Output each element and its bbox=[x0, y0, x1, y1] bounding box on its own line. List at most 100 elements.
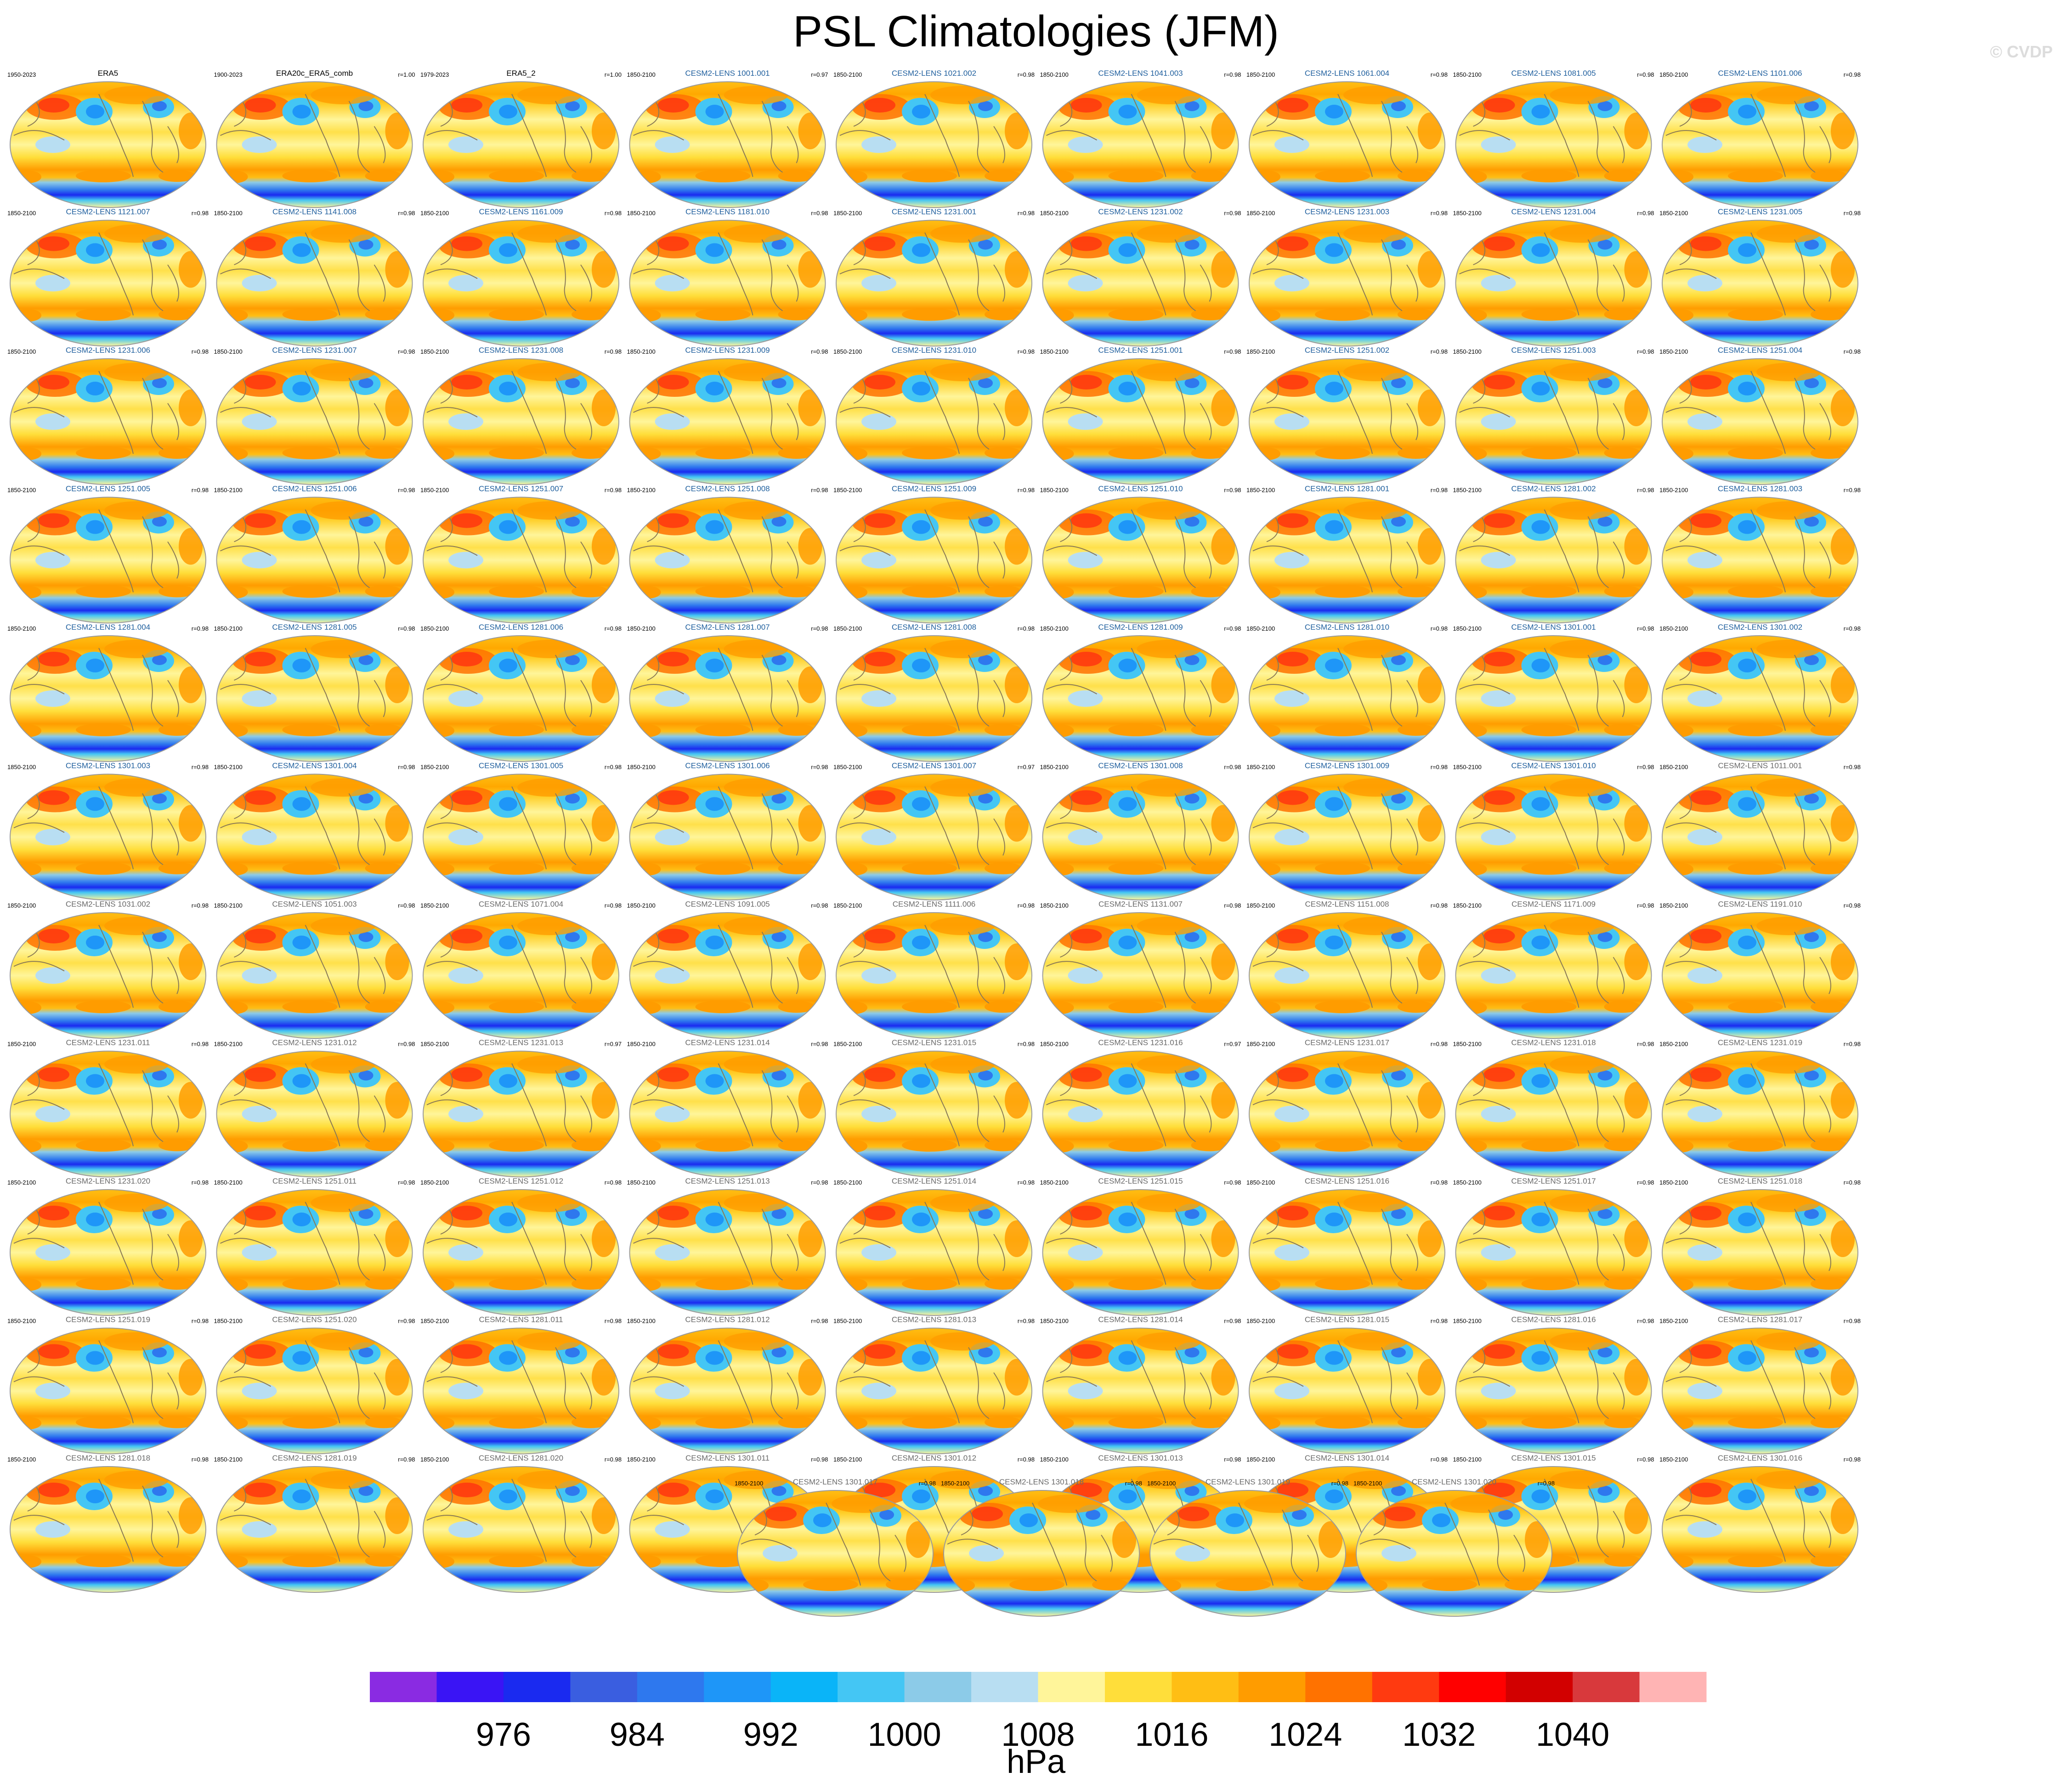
panel-correlation: r=0.98 bbox=[811, 1179, 828, 1186]
map-panel: 1850-2100 CESM2-LENS 1231.016 r=0.97 bbox=[1040, 1038, 1241, 1177]
panel-years: 1850-2100 bbox=[1659, 902, 1688, 909]
panel-years: 1979-2023 bbox=[420, 71, 449, 78]
panel-title: CESM2-LENS 1231.008 bbox=[479, 346, 563, 355]
panel-title: CESM2-LENS 1231.003 bbox=[1305, 208, 1389, 216]
panel-years: 1850-2100 bbox=[7, 902, 36, 909]
map-panel: 1850-2100 CESM2-LENS 1281.015 r=0.98 bbox=[1246, 1315, 1448, 1454]
panel-years: 1850-2100 bbox=[833, 1318, 862, 1325]
panel-years: 1850-2100 bbox=[735, 1480, 763, 1487]
panel-title: CESM2-LENS 1251.016 bbox=[1305, 1177, 1389, 1185]
map-panel: 1850-2100 CESM2-LENS 1301.003 r=0.98 bbox=[7, 762, 209, 900]
panel-years: 1850-2100 bbox=[214, 210, 243, 217]
panel-years: 1850-2100 bbox=[1246, 902, 1275, 909]
panel-correlation: r=0.98 bbox=[1224, 487, 1241, 494]
panel-correlation: r=0.98 bbox=[1637, 71, 1654, 78]
map-panel: 1850-2100 CESM2-LENS 1051.003 r=0.98 bbox=[214, 900, 415, 1038]
panel-years: 1850-2100 bbox=[1659, 71, 1688, 78]
map-panel: 1850-2100 CESM2-LENS 1281.001 r=0.98 bbox=[1246, 485, 1448, 623]
panel-years: 1850-2100 bbox=[7, 764, 36, 771]
colorbar-box bbox=[1104, 1672, 1172, 1702]
map-panel: 1850-2100 CESM2-LENS 1301.008 r=0.98 bbox=[1040, 762, 1241, 900]
panel-title: CESM2-LENS 1021.002 bbox=[892, 69, 976, 78]
colorbar-box bbox=[971, 1672, 1038, 1702]
panel-correlation: r=0.98 bbox=[1018, 71, 1035, 78]
panel-title: CESM2-LENS 1251.007 bbox=[479, 485, 563, 493]
map-panel: 1850-2100 CESM2-LENS 1231.004 r=0.98 bbox=[1453, 208, 1654, 346]
panel-title: CESM2-LENS 1231.004 bbox=[1511, 208, 1596, 216]
map-panel: 1850-2100 CESM2-LENS 1231.005 r=0.98 bbox=[1659, 208, 1861, 346]
colorbar-box bbox=[704, 1672, 771, 1702]
panel-correlation: r=0.98 bbox=[811, 625, 828, 632]
map-panel: 1850-2100 CESM2-LENS 1281.013 r=0.98 bbox=[833, 1315, 1035, 1454]
map-panel: 1850-2100 CESM2-LENS 1301.016 r=0.98 bbox=[1659, 1454, 1861, 1592]
panel-title: CESM2-LENS 1251.017 bbox=[1511, 1177, 1596, 1185]
map-panel: 1850-2100 CESM2-LENS 1251.017 r=0.98 bbox=[1453, 1177, 1654, 1315]
map-panel: 1850-2100 CESM2-LENS 1251.014 r=0.98 bbox=[833, 1177, 1035, 1315]
map-panel: 1850-2100 CESM2-LENS 1251.009 r=0.98 bbox=[833, 485, 1035, 623]
map-panel: 1850-2100 CESM2-LENS 1281.018 r=0.98 bbox=[7, 1454, 209, 1592]
panel-correlation: r=0.98 bbox=[1637, 487, 1654, 494]
map-panel: 1850-2100 CESM2-LENS 1031.002 r=0.98 bbox=[7, 900, 209, 1038]
panel-correlation: r=0.98 bbox=[1637, 764, 1654, 771]
map-panel: 1850-2100 CESM2-LENS 1281.016 r=0.98 bbox=[1453, 1315, 1654, 1454]
map-panel: 1850-2100 CESM2-LENS 1121.007 r=0.98 bbox=[7, 208, 209, 346]
map-panel: 1850-2100 CESM2-LENS 1281.006 r=0.98 bbox=[420, 623, 622, 762]
panel-correlation: r=0.98 bbox=[811, 1041, 828, 1048]
map-panel: 1850-2100 CESM2-LENS 1251.015 r=0.98 bbox=[1040, 1177, 1241, 1315]
map-panel: 1850-2100 CESM2-LENS 1301.020 r=0.98 bbox=[1353, 1478, 1555, 1616]
panel-title: CESM2-LENS 1301.014 bbox=[1305, 1454, 1389, 1462]
colorbar-box bbox=[838, 1672, 905, 1702]
panel-title: CESM2-LENS 1281.011 bbox=[479, 1315, 563, 1324]
panel-title: CESM2-LENS 1281.012 bbox=[685, 1315, 770, 1324]
panel-years: 1850-2100 bbox=[1040, 625, 1069, 632]
panel-years: 1850-2100 bbox=[214, 1456, 243, 1463]
panel-correlation: r=1.00 bbox=[398, 71, 415, 78]
panel-years: 1850-2100 bbox=[1246, 625, 1275, 632]
panel-correlation: r=0.98 bbox=[605, 902, 622, 909]
panel-correlation: r=0.98 bbox=[1844, 764, 1861, 771]
map-panel: 1979-2023 ERA5_2 r=1.00 bbox=[420, 69, 622, 208]
panel-correlation: r=0.98 bbox=[1431, 1041, 1448, 1048]
colorbar-box bbox=[1639, 1672, 1707, 1702]
panel-years: 1850-2100 bbox=[1040, 902, 1069, 909]
panel-years: 1850-2100 bbox=[627, 210, 656, 217]
panel-title: CESM2-LENS 1281.019 bbox=[272, 1454, 357, 1462]
panel-correlation: r=0.98 bbox=[1637, 902, 1654, 909]
map-panel: 1850-2100 CESM2-LENS 1101.006 r=0.98 bbox=[1659, 69, 1861, 208]
panel-correlation: r=0.98 bbox=[398, 1041, 415, 1048]
panel-correlation: r=0.98 bbox=[811, 487, 828, 494]
panel-years: 1950-2023 bbox=[7, 71, 36, 78]
map-panel: 1850-2100 CESM2-LENS 1281.017 r=0.98 bbox=[1659, 1315, 1861, 1454]
colorbar-tick-label: 1000 bbox=[868, 1716, 941, 1753]
panel-correlation: r=0.98 bbox=[192, 1041, 209, 1048]
panel-correlation: r=0.98 bbox=[605, 348, 622, 355]
colorbar-box bbox=[436, 1672, 504, 1702]
panel-title: CESM2-LENS 1301.002 bbox=[1718, 623, 1802, 632]
panel-correlation: r=0.98 bbox=[192, 487, 209, 494]
panel-title: CESM2-LENS 1231.009 bbox=[685, 346, 770, 355]
panel-correlation: r=0.98 bbox=[1431, 210, 1448, 217]
panel-correlation: r=0.98 bbox=[192, 764, 209, 771]
panel-title: CESM2-LENS 1281.008 bbox=[892, 623, 976, 632]
map-panel: 1850-2100 CESM2-LENS 1011.001 r=0.98 bbox=[1659, 762, 1861, 900]
map-panel: 1850-2100 CESM2-LENS 1251.013 r=0.98 bbox=[627, 1177, 828, 1315]
map-panel: 1850-2100 CESM2-LENS 1281.014 r=0.98 bbox=[1040, 1315, 1241, 1454]
map-panel: 1850-2100 CESM2-LENS 1021.002 r=0.98 bbox=[833, 69, 1035, 208]
map-panel: 1850-2100 CESM2-LENS 1171.009 r=0.98 bbox=[1453, 900, 1654, 1038]
panel-years: 1850-2100 bbox=[1353, 1480, 1382, 1487]
panel-title: CESM2-LENS 1301.005 bbox=[479, 762, 563, 770]
panel-correlation: r=0.98 bbox=[1018, 1041, 1035, 1048]
map-panel: 1850-2100 CESM2-LENS 1251.020 r=0.98 bbox=[214, 1315, 415, 1454]
panel-title: CESM2-LENS 1251.003 bbox=[1511, 346, 1596, 355]
panel-title: CESM2-LENS 1281.004 bbox=[66, 623, 150, 632]
map-panel: 1850-2100 CESM2-LENS 1231.018 r=0.98 bbox=[1453, 1038, 1654, 1177]
panel-title: CESM2-LENS 1281.017 bbox=[1718, 1315, 1802, 1324]
panel-years: 1850-2100 bbox=[1659, 1318, 1688, 1325]
panel-title: CESM2-LENS 1031.002 bbox=[66, 900, 150, 908]
map-panel: 1900-2023 ERA20c_ERA5_comb r=1.00 bbox=[214, 69, 415, 208]
panel-correlation: r=0.98 bbox=[1224, 902, 1241, 909]
map-panel: 1850-2100 CESM2-LENS 1301.005 r=0.98 bbox=[420, 762, 622, 900]
panel-title: CESM2-LENS 1301.007 bbox=[892, 762, 976, 770]
panel-title: CESM2-LENS 1251.005 bbox=[66, 485, 150, 493]
panel-title: CESM2-LENS 1191.010 bbox=[1718, 900, 1802, 908]
